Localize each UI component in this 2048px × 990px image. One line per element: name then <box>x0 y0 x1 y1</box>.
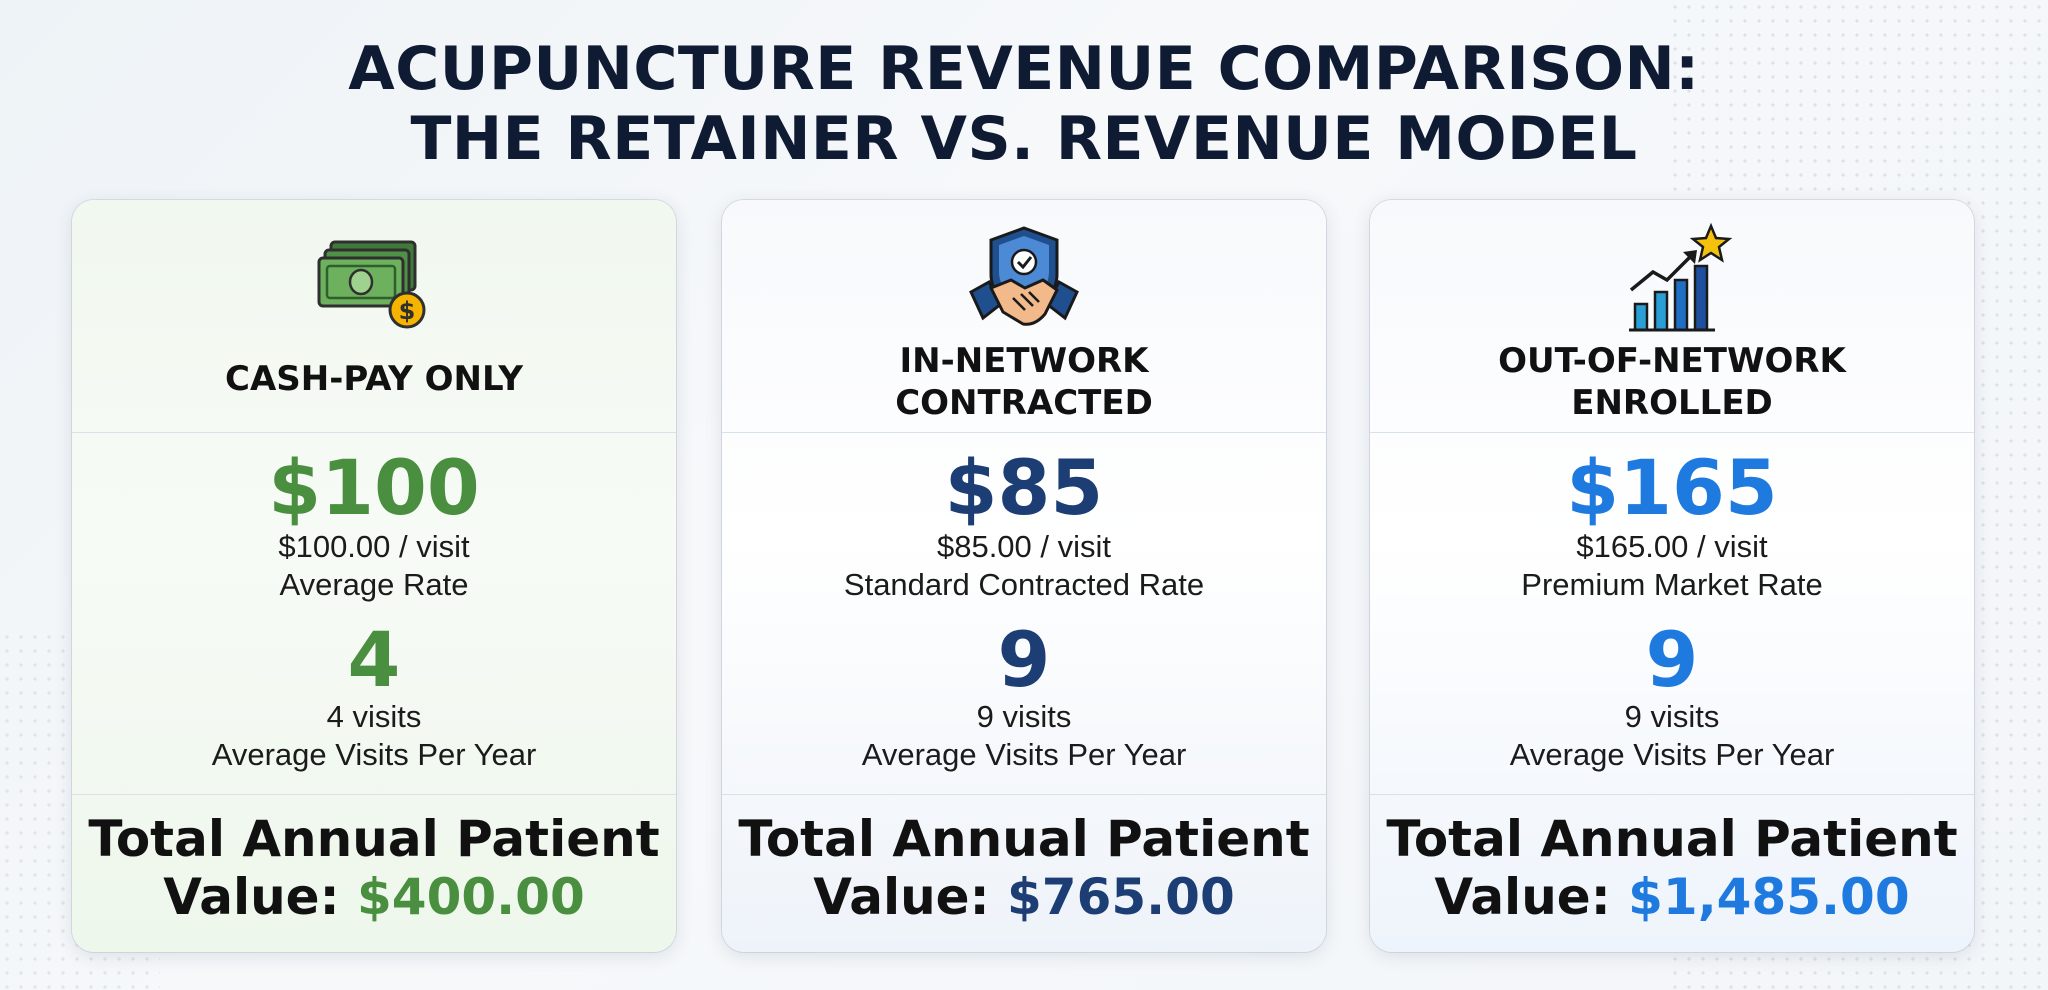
rate-detail: $165.00 / visit <box>1576 529 1768 564</box>
card-cash-pay: $ CASH-PAY ONLY $100 $100.00 / visit Ave… <box>72 200 676 952</box>
title-line-2: THE RETAINER VS. REVENUE MODEL <box>410 104 1638 174</box>
divider <box>72 432 676 433</box>
rate-value: $100 <box>268 443 480 532</box>
total-amount: $765.00 <box>1007 868 1235 926</box>
cash-money-icon: $ <box>317 240 426 329</box>
rate-detail: $100.00 / visit <box>278 529 470 564</box>
rate-value: $85 <box>944 443 1104 532</box>
plan-name: OUT-OF-NETWORK ENROLLED <box>1498 341 1846 423</box>
visits-detail: 9 visits <box>1624 699 1720 734</box>
divider <box>72 794 676 795</box>
card-in-network: IN-NETWORK CONTRACTED $85 $85.00 / visit… <box>722 200 1326 952</box>
rate-detail: $85.00 / visit <box>936 529 1112 564</box>
divider <box>722 432 1326 433</box>
visits-value: 4 <box>347 615 401 704</box>
visits-value: 9 <box>1645 615 1699 704</box>
divider <box>1370 794 1974 795</box>
svg-text:$: $ <box>399 297 416 325</box>
total-amount: $1,485.00 <box>1628 868 1910 926</box>
visits-value: 9 <box>997 615 1051 704</box>
total-annual-value: Total Annual Patient Value: $1,485.00 <box>1386 810 1958 926</box>
growth-chart-star-icon <box>1629 222 1733 332</box>
card-header: IN-NETWORK CONTRACTED <box>722 200 1326 432</box>
visits-label: Average Visits Per Year <box>211 737 537 772</box>
rate-label: Standard Contracted Rate <box>843 567 1205 602</box>
plan-name: IN-NETWORK CONTRACTED <box>895 341 1153 423</box>
total-annual-value: Total Annual Patient Value: $400.00 <box>88 810 660 926</box>
total-annual-value: Total Annual Patient Value: $765.00 <box>738 810 1310 926</box>
card-header: $ CASH-PAY ONLY <box>72 200 676 432</box>
divider <box>722 794 1326 795</box>
visits-detail: 4 visits <box>326 699 422 734</box>
visits-label: Average Visits Per Year <box>861 737 1187 772</box>
visits-detail: 9 visits <box>976 699 1072 734</box>
total-amount: $400.00 <box>357 868 585 926</box>
rate-value: $165 <box>1566 443 1778 532</box>
card-header: OUT-OF-NETWORK ENROLLED <box>1370 200 1974 432</box>
rate-label: Premium Market Rate <box>1521 567 1823 602</box>
divider <box>1370 432 1974 433</box>
plan-name: CASH-PAY ONLY <box>225 359 523 399</box>
title-line-1: ACUPUNCTURE REVENUE COMPARISON: <box>348 34 1700 104</box>
page-title: ACUPUNCTURE REVENUE COMPARISON: THE RETA… <box>0 34 2048 174</box>
rate-label: Average Rate <box>279 567 469 602</box>
visits-label: Average Visits Per Year <box>1509 737 1835 772</box>
handshake-shield-icon <box>969 226 1079 326</box>
card-out-of-network: OUT-OF-NETWORK ENROLLED $165 $165.00 / v… <box>1370 200 1974 952</box>
